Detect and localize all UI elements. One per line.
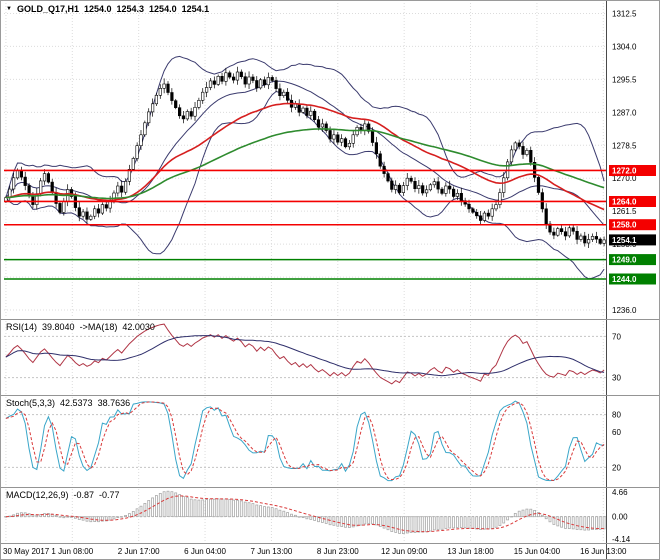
rsi-name: RSI(14) [6,322,38,332]
macd-histogram [4,490,606,535]
stoch-k-value: 42.5373 [60,398,93,408]
time-label: 12 Jun 09:00 [381,547,428,556]
stoch-axis: 80 60 20 [612,411,621,473]
macd-panel[interactable]: 4.66 0.00 -4.14 [1,487,660,543]
candlesticks [4,66,606,248]
stoch-grid [4,397,606,486]
time-label: 2 Jun 17:00 [117,547,160,556]
macd-signal-value: -0.77 [99,490,120,500]
quote-high: 1254.3 [116,4,145,14]
quote-open: 1254.0 [83,4,112,14]
svg-text:70: 70 [612,332,621,341]
macd-axis: 4.66 0.00 -4.14 [612,488,631,543]
svg-text:1258.0: 1258.0 [612,221,637,230]
time-label: 6 Jun 04:00 [184,547,226,556]
rsi-panel[interactable]: 70 30 [1,319,660,395]
price-axis: 1312.5 1304.0 1295.5 1287.0 1278.5 1270.0 1261… [609,9,656,315]
macd-title: MACD(12,26,9) -0.87 -0.77 [6,490,125,500]
rsi-ma-value: 42.0030 [122,322,155,332]
svg-text:20: 20 [612,463,621,472]
stoch-lines [5,400,605,482]
svg-text:1264.0: 1264.0 [612,197,637,206]
svg-text:-4.14: -4.14 [612,535,631,543]
panel-separator [1,319,659,320]
rsi-title: RSI(14) 39.8040 ->MA(18) 42.0030 [6,322,160,332]
chart-title: ▼ GOLD_Q17,H1 1254.0 1254.3 1254.0 1254.… [6,4,209,14]
horizontal-levels [4,169,606,280]
svg-text:1261.5: 1261.5 [612,207,637,216]
svg-text:80: 80 [612,411,621,420]
quote-low: 1254.0 [149,4,177,14]
macd-signal [5,495,605,533]
quote-close: 1254.1 [181,4,210,14]
rsi-axis: 70 30 [612,332,621,382]
symbol-dropdown-icon: ▼ [6,6,12,12]
time-label: 1 Jun 08:00 [51,547,94,556]
svg-text:1249.0: 1249.0 [612,256,637,265]
main-price-chart[interactable]: 1312.5 1304.0 1295.5 1287.0 1278.5 1270.0 1261… [1,1,660,319]
symbol-timeframe-label: GOLD_Q17,H1 [16,4,79,14]
stochastic-panel[interactable]: 80 60 20 [1,395,660,487]
time-label: 8 Jun 23:00 [316,547,359,556]
time-label: 7 Jun 13:00 [250,547,293,556]
rsi-lines [5,323,605,385]
time-label: 16 Jun 13:00 [580,547,627,556]
bollinger-bands [5,55,605,280]
time-axis: 30 May 2017 1 Jun 08:00 2 Jun 17:00 6 Jun 0… [1,543,659,559]
svg-text:1254.1: 1254.1 [612,236,637,245]
stoch-name: Stoch(5,3,3) [6,398,56,408]
panel-separator [1,487,659,488]
svg-text:30: 30 [612,374,621,383]
moving-averages [5,102,605,211]
time-label: 15 Jun 04:00 [513,547,561,556]
time-label: 30 May 2017 [3,547,50,556]
rsi-value: 39.8040 [42,322,75,332]
rsi-grid [4,321,606,394]
svg-text:1295.5: 1295.5 [612,75,637,84]
svg-text:1287.0: 1287.0 [612,108,637,117]
svg-text:1270.0: 1270.0 [612,174,637,183]
panel-separator [1,543,659,544]
stoch-d-value: 38.7636 [97,398,131,408]
macd-value: -0.87 [73,490,95,500]
svg-text:1278.5: 1278.5 [612,141,637,150]
stoch-title: Stoch(5,3,3) 42.5373 38.7636 [6,398,135,408]
time-label: 13 Jun 18:00 [447,547,494,556]
macd-grid [4,489,606,542]
svg-text:1304.0: 1304.0 [612,42,637,51]
svg-text:1272.0: 1272.0 [612,166,637,175]
panel-separator [1,395,659,396]
rsi-ma-name: ->MA(18) [79,322,118,332]
price-axis-separator [606,1,607,559]
svg-text:60: 60 [612,428,621,437]
svg-text:0.00: 0.00 [612,513,628,522]
svg-text:1312.5: 1312.5 [612,9,637,18]
svg-text:4.66: 4.66 [612,488,628,497]
svg-text:1236.0: 1236.0 [612,306,637,315]
svg-text:1244.0: 1244.0 [612,275,637,284]
price-grid [4,3,606,318]
macd-name: MACD(12,26,9) [6,490,69,500]
